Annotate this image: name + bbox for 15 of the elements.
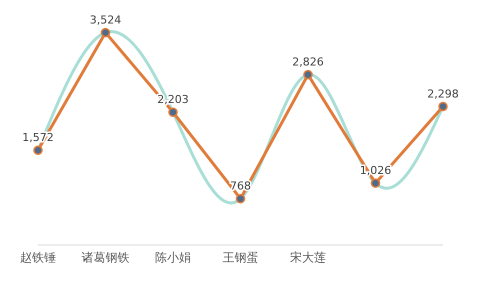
x-tick-label: 陈小娟 <box>155 250 191 265</box>
point <box>370 178 380 188</box>
point <box>236 194 246 204</box>
data-label: 3,524 <box>90 14 122 27</box>
x-tick-label: 赵铁锤 <box>20 250 56 265</box>
point <box>168 107 178 117</box>
point <box>303 70 313 80</box>
point <box>100 28 110 38</box>
x-tick-label: 宋大莲 <box>290 250 326 265</box>
x-tick-label: 诸葛钢铁 <box>82 250 130 265</box>
data-label: 2,826 <box>292 56 324 69</box>
point <box>438 102 448 112</box>
data-label: 2,298 <box>427 87 459 100</box>
point <box>33 145 43 155</box>
x-tick-label: 王钢蛋 <box>222 250 258 265</box>
